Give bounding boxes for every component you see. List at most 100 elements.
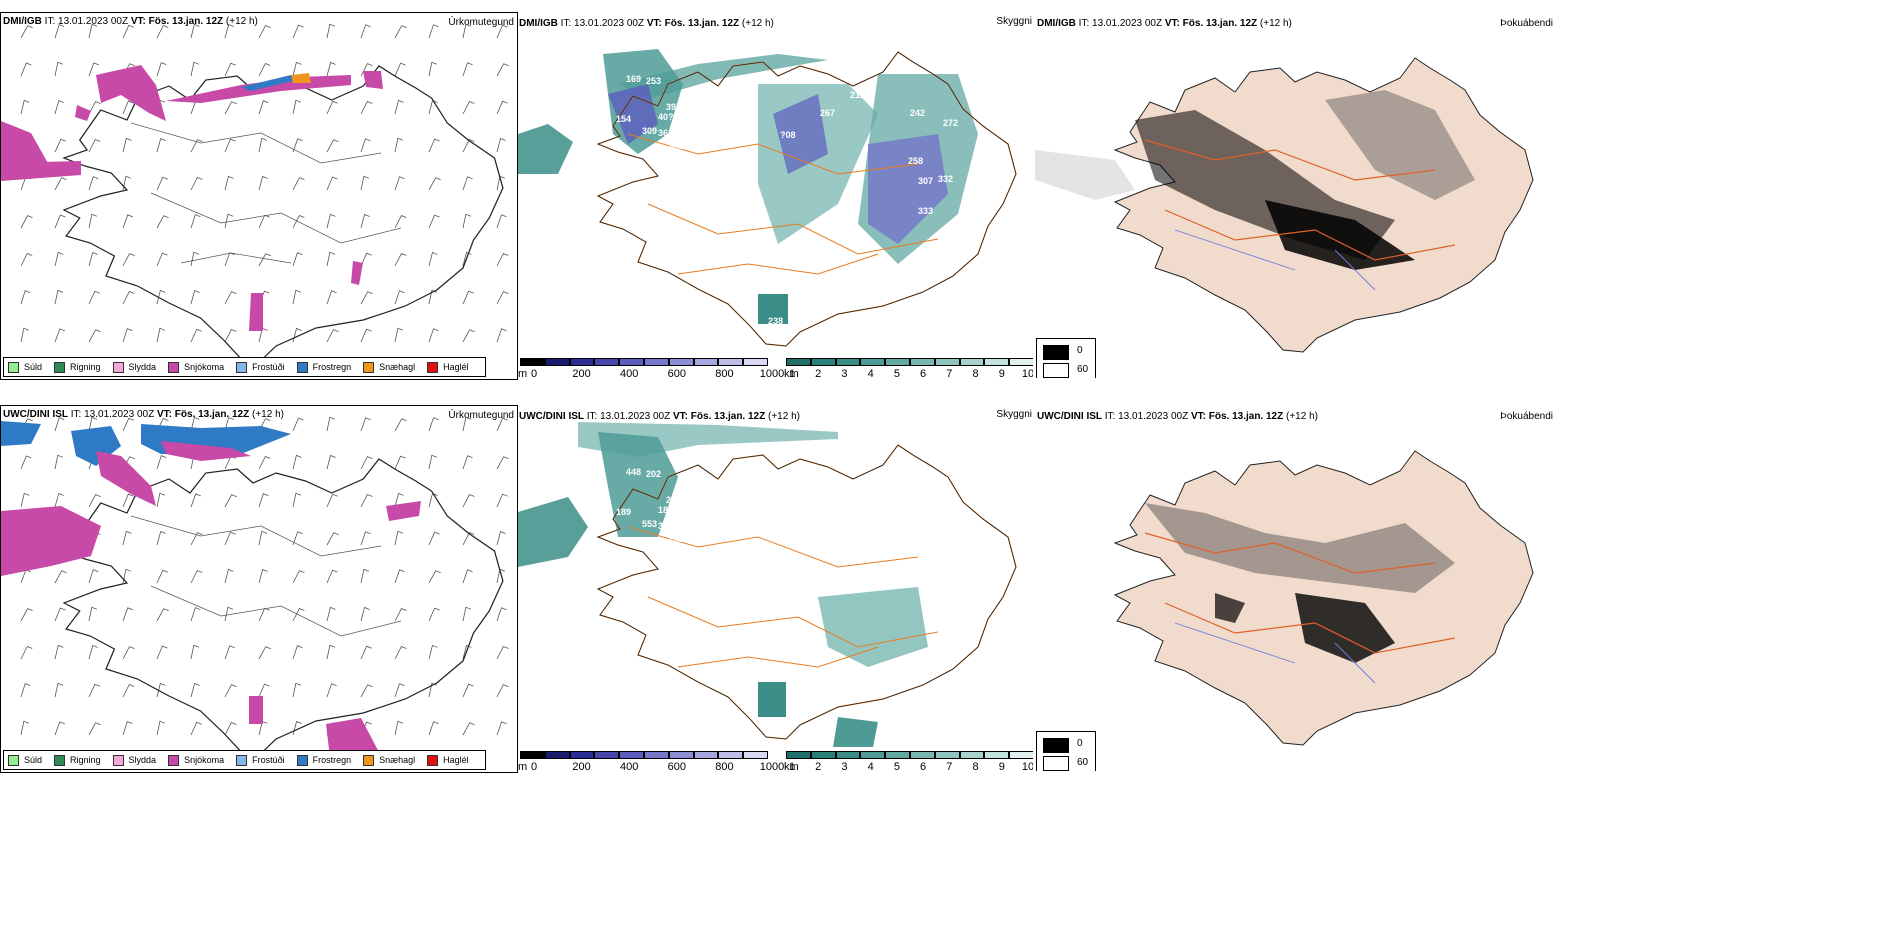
wind-barb [224,62,236,77]
wind-barb [54,417,65,432]
wind-barb [54,607,66,622]
fog-panel-bottom: UWC/DINI ISL IT: 13.01.2023 00Z VT: Fös.… [1035,405,1555,771]
wind-barb [88,569,99,584]
wind-barbs [20,416,509,736]
wind-barb [122,568,132,584]
colorbar-segment [810,358,836,366]
wind-barb [190,607,201,622]
wind-barb [20,683,31,698]
station-value: 249 [680,577,695,587]
fog-legend: 0 60 [1036,338,1096,378]
wind-barb [326,213,336,229]
wind-barb [428,721,439,736]
wind-barb [88,722,101,736]
wind-barb [88,62,99,77]
colorbar-segment [594,358,620,366]
wind-barb [20,455,32,470]
wind-barb [394,327,404,343]
colorbar-tick: 1000 [759,368,785,378]
wind-barbs [20,23,509,343]
colorbar-tick: 400 [620,368,639,378]
header-bottom-right: UWC/DINI ISL IT: 13.01.2023 00Z VT: Fös.… [1037,411,1318,422]
wind-barb [224,213,234,229]
wind-barb [224,175,234,191]
colorbar-segment [569,751,595,759]
wind-barb [360,531,371,546]
wind-barb [156,289,166,305]
wind-barb [54,492,64,508]
colorbar-segment [520,358,545,366]
wind-barb [190,251,199,267]
wind-barb [190,23,200,39]
wind-barb [88,329,101,343]
wind-barb [156,682,166,698]
wind-barb [190,416,200,432]
wind-barb [54,61,63,77]
station-value: 397 [666,102,681,112]
wind-barb [292,492,302,508]
colorbar-segment [786,358,811,366]
wind-barb [156,720,166,736]
wind-barb [122,328,133,343]
wind-barb [122,721,133,736]
station-value: 253 [646,76,661,86]
wind-barb [326,416,335,432]
wind-barb [292,289,301,305]
wind-barb [360,684,373,698]
station-value: 179 [658,198,673,208]
colorbar-tick: 2 [815,368,822,378]
wind-barb [496,530,506,546]
header-top-left: DMI/IGB IT: 13.01.2023 00Z VT: Fös. 13.j… [3,16,258,27]
station-value: 154 [876,278,891,288]
colorbar-segment [693,751,719,759]
wind-barb [326,139,339,153]
wind-barb [462,176,473,191]
wind-barb [326,251,336,267]
colorbar-tick: 4 [867,761,874,771]
wind-barb [462,569,473,584]
wind-barb [88,176,99,191]
colorbar-tick: 10 [1021,368,1033,378]
wind-barb [462,101,475,115]
colorbar-segment [544,358,570,366]
colorbar-tick: 8 [972,368,979,378]
colorbar-tick: 600 [667,368,686,378]
legend-swatch [296,361,308,373]
wind-barb [20,608,33,622]
colorbar-tick: 1 [788,761,796,771]
wind-barb [224,416,234,432]
wind-barb [88,251,98,267]
wind-barb [88,213,97,229]
wind-barb [54,177,67,191]
colorbar-unit: m [518,368,528,378]
wind-barb [428,214,440,229]
wind-barb [462,644,472,660]
wind-barb [428,492,438,508]
fog-swatch-dark [1043,345,1069,360]
wind-barb [190,493,201,508]
wind-barb [156,215,169,229]
wind-barb [462,455,473,470]
wind-barb [496,100,508,115]
station-value: 36? [658,128,674,138]
station-value: 439 [783,238,798,248]
wind-barb [156,530,166,546]
legend-swatch [8,361,19,373]
fog-map [1035,57,1534,353]
wind-barb [258,214,270,229]
colorbar-segment [835,751,861,759]
legend-swatch [112,361,124,373]
colorbar-segment [569,358,595,366]
panel-title: Þokuábendi [1500,411,1553,422]
wind-barb [20,492,30,508]
legend-swatch [427,754,439,766]
wind-barb [394,25,407,39]
wind-barb [462,329,475,343]
wind-barb [20,252,33,267]
wind-barb [88,683,100,698]
wind-barb [326,644,336,660]
wind-barb [190,532,203,546]
wind-barb [394,418,407,432]
colorbar-segment [668,358,694,366]
